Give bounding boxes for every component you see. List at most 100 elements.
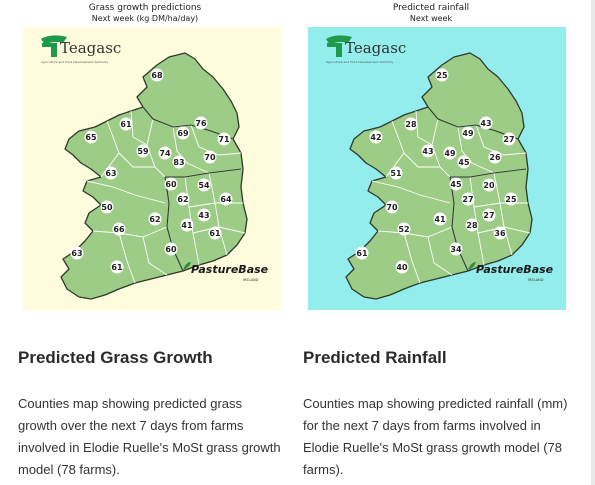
county-border bbox=[427, 236, 453, 276]
county-value-label: 70 bbox=[203, 150, 217, 164]
county-value-label: 49 bbox=[443, 146, 457, 160]
value-bubble bbox=[369, 130, 383, 144]
province-border bbox=[164, 176, 184, 272]
county-border bbox=[477, 226, 531, 234]
value-text: 49 bbox=[444, 149, 456, 158]
teagasc-tagline: Agriculture and Food Development Authori… bbox=[41, 60, 108, 64]
value-text: 62 bbox=[149, 215, 160, 224]
ireland-outline bbox=[60, 52, 248, 300]
county-value-label: 41 bbox=[433, 212, 447, 226]
value-bubble bbox=[435, 68, 449, 82]
pasturebase-logo: PastureBase IRELAND bbox=[183, 262, 269, 282]
value-bubble bbox=[404, 117, 418, 131]
county-value-label: 26 bbox=[488, 150, 502, 164]
value-bubble bbox=[449, 177, 463, 191]
county-value-label: 43 bbox=[479, 116, 493, 130]
value-bubble bbox=[203, 150, 217, 164]
county-value-label: 60 bbox=[164, 242, 178, 256]
county-border bbox=[192, 226, 246, 234]
pasturebase-sub: IRELAND bbox=[528, 278, 544, 282]
county-value-label: 27 bbox=[502, 132, 516, 146]
value-bubble bbox=[150, 68, 164, 82]
county-value-label: 83 bbox=[172, 155, 186, 169]
value-bubble bbox=[479, 116, 493, 130]
value-text: 76 bbox=[195, 119, 207, 128]
county-value-label: 59 bbox=[136, 144, 150, 158]
teagasc-logo: Teagasc Agriculture and Food Development… bbox=[41, 35, 121, 64]
county-value-label: 62 bbox=[148, 212, 162, 226]
pasturebase-sub: IRELAND bbox=[243, 278, 259, 282]
value-text: 27 bbox=[483, 211, 494, 220]
county-value-label: 61 bbox=[208, 226, 222, 240]
value-bubble bbox=[197, 208, 211, 222]
value-text: 41 bbox=[181, 221, 193, 230]
county-value-label: 60 bbox=[164, 177, 178, 191]
value-text: 45 bbox=[450, 180, 462, 189]
value-text: 60 bbox=[165, 180, 177, 189]
value-text: 49 bbox=[462, 129, 474, 138]
pasturebase-brand: PastureBase bbox=[191, 263, 269, 276]
county-value-label: 52 bbox=[397, 222, 411, 236]
value-text: 54 bbox=[198, 181, 210, 190]
value-bubble bbox=[389, 166, 403, 180]
rain-map-svg: Teagasc Agriculture and Food Development… bbox=[308, 27, 566, 310]
value-text: 61 bbox=[356, 249, 368, 258]
county-value-label: 76 bbox=[194, 116, 208, 130]
county-border bbox=[118, 232, 136, 284]
county-value-label: 66 bbox=[112, 222, 126, 236]
value-bubble bbox=[465, 218, 479, 232]
value-text: 59 bbox=[137, 147, 149, 156]
county-value-label: 50 bbox=[100, 200, 114, 214]
county-border bbox=[142, 236, 168, 276]
value-text: 63 bbox=[105, 169, 116, 178]
county-value-label: 61 bbox=[355, 246, 369, 260]
county-value-label: 51 bbox=[389, 166, 403, 180]
county-border bbox=[431, 118, 451, 178]
value-bubble bbox=[217, 132, 231, 146]
value-bubble bbox=[158, 146, 172, 160]
value-bubble bbox=[443, 146, 457, 160]
county-value-label: 63 bbox=[104, 166, 118, 180]
value-bubble bbox=[421, 144, 435, 158]
county-value-label: 74 bbox=[158, 146, 172, 160]
value-text: 28 bbox=[466, 221, 478, 230]
grass-map-subtitle: Next week (kg DM/ha/day) bbox=[91, 14, 199, 23]
province-border bbox=[449, 176, 469, 272]
county-value-label: 27 bbox=[461, 192, 475, 206]
ireland-land bbox=[60, 52, 248, 300]
value-bubble bbox=[197, 178, 211, 192]
county-value-label: 45 bbox=[449, 177, 463, 191]
value-bubble bbox=[461, 192, 475, 206]
value-text: 27 bbox=[503, 135, 514, 144]
value-text: 45 bbox=[458, 158, 470, 167]
value-text: 42 bbox=[370, 133, 381, 142]
value-bubble bbox=[164, 242, 178, 256]
county-border bbox=[188, 202, 243, 208]
value-bubble bbox=[176, 126, 190, 140]
county-value-label: 62 bbox=[176, 192, 190, 206]
grass-map[interactable]: Teagasc Agriculture and Food Development… bbox=[23, 27, 281, 310]
county-value-label: 69 bbox=[176, 126, 190, 140]
value-text: 43 bbox=[198, 211, 209, 220]
value-text: 71 bbox=[218, 135, 230, 144]
county-border bbox=[130, 110, 148, 146]
page-divider bbox=[591, 0, 595, 485]
county-value-label: 61 bbox=[119, 117, 133, 131]
rain-map[interactable]: Teagasc Agriculture and Food Development… bbox=[308, 27, 566, 310]
county-border bbox=[493, 172, 513, 256]
value-bubble bbox=[112, 222, 126, 236]
value-text: 68 bbox=[151, 71, 163, 80]
county-value-label: 34 bbox=[449, 242, 463, 256]
value-bubble bbox=[488, 150, 502, 164]
value-bubble bbox=[70, 246, 84, 260]
value-bubble bbox=[219, 192, 233, 206]
value-bubble bbox=[136, 144, 150, 158]
county-value-label: 28 bbox=[404, 117, 418, 131]
county-border bbox=[92, 226, 168, 238]
county-value-label: 61 bbox=[110, 260, 124, 274]
grass-card-heading: Predicted Grass Growth bbox=[18, 348, 213, 367]
county-value-label: 25 bbox=[504, 192, 518, 206]
value-text: 70 bbox=[386, 203, 398, 212]
